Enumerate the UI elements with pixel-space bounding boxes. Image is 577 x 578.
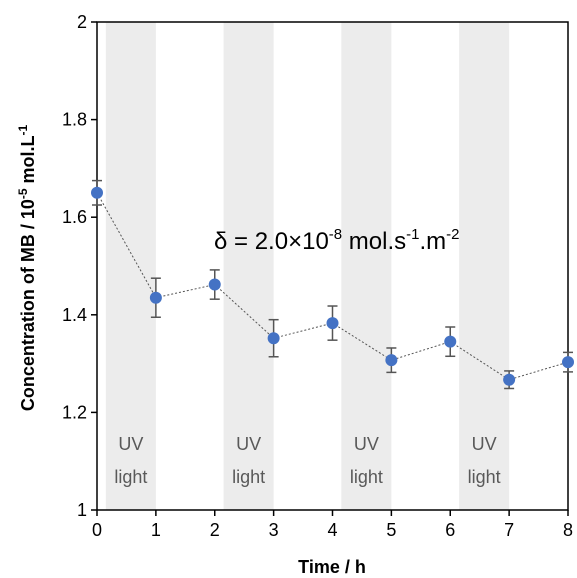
series-group	[91, 179, 574, 390]
uv-band-label-line2-1: light	[114, 467, 147, 487]
y-tick-label-1.6: 1.6	[62, 207, 87, 227]
x-tick-label-6: 6	[445, 520, 455, 540]
x-tick-label-0: 0	[92, 520, 102, 540]
x-tick-label-7: 7	[504, 520, 514, 540]
data-point-4	[326, 317, 339, 330]
data-point-0	[91, 186, 103, 199]
uv-band-label-line1-3: UV	[354, 434, 379, 454]
y-tick-label-1.8: 1.8	[62, 110, 87, 130]
uv-band-label-line1-1: UV	[118, 434, 143, 454]
uv-band-label-line1-4: UV	[472, 434, 497, 454]
data-point-7	[503, 373, 516, 386]
y-tick-label-2: 2	[77, 12, 87, 32]
data-point-6	[444, 335, 457, 348]
data-point-5	[385, 354, 398, 367]
data-point-8	[562, 356, 574, 369]
uv-band-4	[459, 22, 510, 510]
uv-band-3	[341, 22, 392, 510]
data-point-2	[208, 278, 221, 291]
x-tick-label-3: 3	[269, 520, 279, 540]
y-tick-label-1.4: 1.4	[62, 305, 87, 325]
uv-bands: UV light UV light UV light UV light	[105, 22, 510, 510]
x-tick-label-1: 1	[151, 520, 161, 540]
data-point-1	[149, 291, 162, 304]
x-tick-label-4: 4	[327, 520, 337, 540]
uv-band-1	[105, 22, 156, 510]
uv-band-2	[223, 22, 274, 510]
x-tick-label-5: 5	[386, 520, 396, 540]
uv-band-label-line1-2: UV	[236, 434, 261, 454]
y-axis-title: Concentration of MB / 10-5 mol.L-1	[16, 124, 38, 411]
uv-band-label-line2-2: light	[232, 467, 265, 487]
uv-band-label-line2-4: light	[468, 467, 501, 487]
axis-ticks: 0 1 2 3 4 5 6 7 811.21.41.61.82	[62, 12, 573, 540]
y-tick-label-1.2: 1.2	[62, 402, 87, 422]
uv-band-label-line2-3: light	[350, 467, 383, 487]
y-tick-label-1: 1	[77, 500, 87, 520]
data-point-3	[267, 332, 280, 345]
x-axis-title: Time / h	[298, 557, 366, 577]
x-tick-label-8: 8	[563, 520, 573, 540]
x-tick-label-2: 2	[210, 520, 220, 540]
annotation-rate: δ = 2.0×10-8 mol.s-1.m-2	[214, 226, 460, 255]
